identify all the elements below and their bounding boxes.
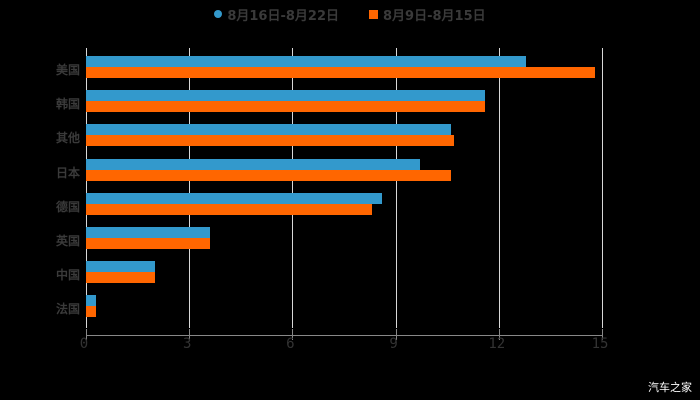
legend-label: 8月16日-8月22日 bbox=[227, 8, 340, 24]
bar-series1[interactable] bbox=[86, 227, 210, 238]
gridline bbox=[189, 48, 191, 328]
x-tick-label: 3 bbox=[182, 336, 192, 352]
circle-marker-icon bbox=[214, 10, 223, 18]
gridline bbox=[602, 48, 603, 328]
tick-mark bbox=[292, 329, 294, 340]
category-label: 韩国 bbox=[55, 97, 80, 112]
category-label: 法国 bbox=[55, 302, 80, 317]
bar-series2[interactable] bbox=[86, 203, 372, 215]
watermark: 汽车之家 bbox=[648, 381, 692, 394]
legend-label: 8月9日-8月15日 bbox=[383, 8, 486, 24]
category-label: 日本 bbox=[55, 165, 80, 180]
category-label: 美国 bbox=[55, 63, 80, 77]
gridline bbox=[292, 48, 294, 328]
x-tick-label: 6 bbox=[286, 336, 295, 352]
x-axis bbox=[86, 335, 602, 336]
tick-mark bbox=[395, 329, 397, 340]
bar-series1[interactable] bbox=[86, 124, 451, 136]
gridline bbox=[395, 48, 397, 328]
category-label: 德国 bbox=[55, 199, 80, 214]
category-label: 中国 bbox=[55, 268, 80, 283]
bar-series2[interactable] bbox=[86, 135, 455, 147]
legend-item-series2[interactable]: 8月9日-8月15日 bbox=[369, 5, 486, 24]
x-tick-label: 0 bbox=[79, 336, 89, 352]
tick-mark bbox=[189, 329, 191, 340]
bar-series2[interactable] bbox=[86, 169, 451, 181]
plot-area: 美国韩国其他日本德国英国中国法国 bbox=[56, 48, 603, 328]
legend: 8月16日-8月22日 8月9日-8月15日 bbox=[0, 4, 700, 24]
bar-series2[interactable] bbox=[86, 67, 596, 78]
gridline bbox=[498, 48, 500, 328]
square-marker-icon bbox=[369, 9, 379, 19]
gridline bbox=[86, 48, 87, 328]
bar-series2[interactable] bbox=[86, 101, 486, 113]
category-label: 其他 bbox=[55, 131, 80, 146]
bar-series1[interactable] bbox=[86, 56, 527, 67]
tick-mark bbox=[498, 329, 500, 340]
x-tick-label: 9 bbox=[389, 336, 398, 352]
bar-series1[interactable] bbox=[86, 261, 155, 273]
bar-series1[interactable] bbox=[86, 158, 420, 170]
bar-series2[interactable] bbox=[86, 272, 155, 284]
bar-series2[interactable] bbox=[86, 238, 210, 249]
category-label: 英国 bbox=[55, 234, 80, 248]
tick-mark bbox=[86, 329, 87, 340]
bar-series2[interactable] bbox=[86, 306, 97, 318]
x-tick-label: 12 bbox=[488, 336, 506, 352]
x-tick-label: 15 bbox=[591, 336, 609, 352]
bar-series1[interactable] bbox=[86, 90, 486, 102]
bar-series1[interactable] bbox=[86, 295, 97, 307]
bar-series1[interactable] bbox=[86, 192, 382, 204]
tick-mark bbox=[602, 329, 603, 340]
legend-item-series1[interactable]: 8月16日-8月22日 bbox=[214, 5, 339, 24]
